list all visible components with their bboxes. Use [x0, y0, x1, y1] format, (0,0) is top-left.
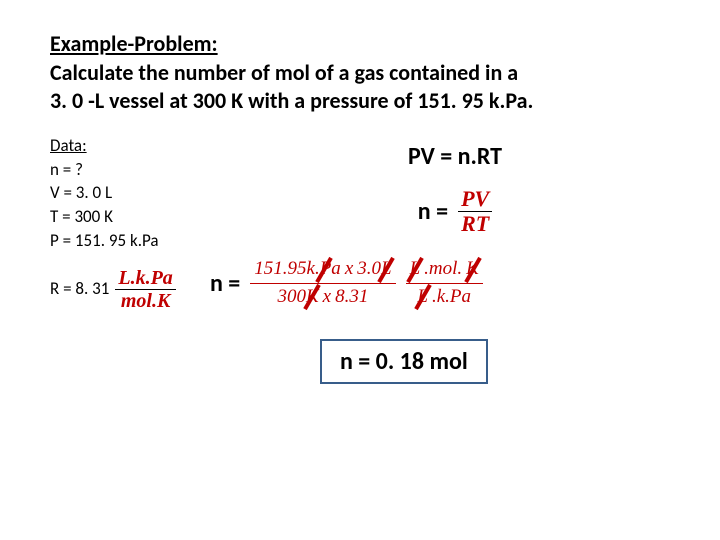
unit-den: L.k.Pa — [413, 284, 475, 311]
calc-x1: x — [345, 257, 353, 282]
calc-n-eq: n = — [210, 269, 240, 298]
data-p: P = 151. 95 k.Pa — [50, 229, 260, 253]
pv-rt-fraction: PV RT — [458, 187, 492, 236]
r-label: R = 8. 31 — [50, 277, 109, 301]
n-eq-label: n = — [418, 197, 448, 226]
r-den: mol.K — [118, 290, 173, 312]
unit-fraction: L.mol.K L.k.Pa — [406, 256, 483, 310]
header-line1: Calculate the number of mol of a gas con… — [50, 59, 518, 86]
calc-num: 151.95k.Pa x 3.0L — [250, 256, 395, 284]
problem-header: Example-Problem: Calculate the number of… — [50, 30, 670, 116]
r-num: L.k.Pa — [115, 267, 175, 290]
header-line2: 3. 0 -L vessel at 300 K with a pressure … — [50, 87, 533, 114]
content-area: Data: n = ? V = 3. 0 L T = 300 K P = 151… — [50, 134, 670, 384]
calc-den: 300K x 8.31 — [273, 284, 372, 311]
r-fraction: L.k.Pa mol.K — [115, 267, 175, 312]
data-v: V = 3. 0 L — [50, 181, 260, 205]
calc-den-a: 300K — [277, 285, 318, 310]
calculation-row: n = 151.95k.Pa x 3.0L 300K x 8.31 L.mol.… — [210, 256, 670, 310]
data-n: n = ? — [50, 158, 260, 182]
calc-num-b: 3.0L — [357, 257, 391, 282]
calc-den-b: 8.31 — [335, 285, 368, 310]
header-title: Example-Problem: — [50, 30, 218, 57]
pv-num: PV — [458, 187, 492, 212]
equation-column: PV = n.RT n = PV RT n = 151.95k.Pa x 3.0… — [280, 134, 670, 384]
n-equation: n = PV RT — [240, 187, 670, 236]
unit-num: L.mol.K — [406, 256, 483, 284]
formula: PV = n.RT — [240, 142, 670, 171]
calc-num-a: 151.95k.Pa — [254, 257, 341, 282]
data-title: Data: — [50, 134, 260, 158]
data-t: T = 300 K — [50, 205, 260, 229]
calc-x2: x — [323, 285, 331, 310]
calc-fraction: 151.95k.Pa x 3.0L 300K x 8.31 — [250, 256, 395, 310]
result-box: n = 0. 18 mol — [320, 339, 488, 384]
rt-den: RT — [458, 212, 492, 236]
